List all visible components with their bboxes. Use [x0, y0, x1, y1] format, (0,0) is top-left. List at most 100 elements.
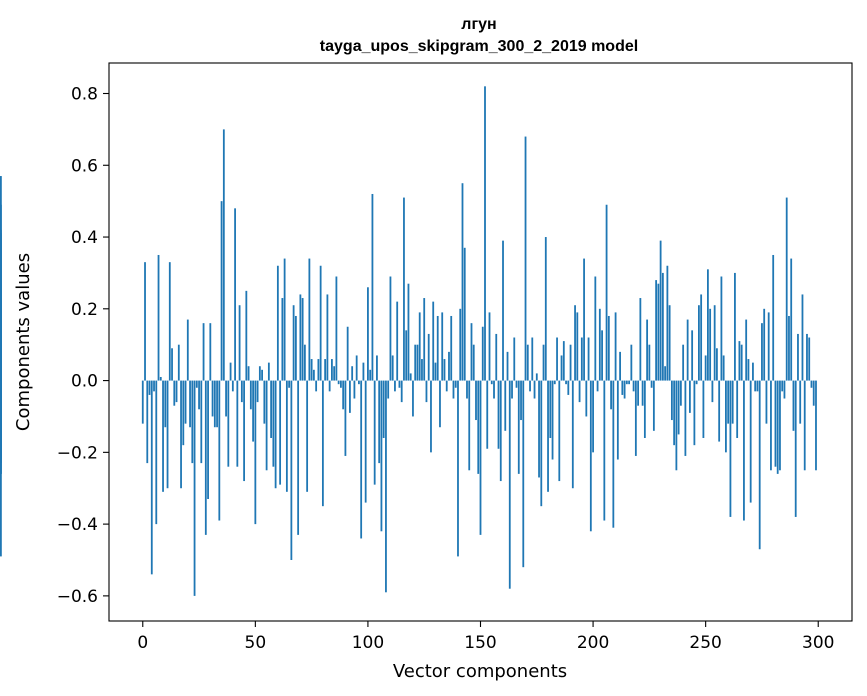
- y-tick-label: 0.0: [71, 372, 98, 392]
- bar: [700, 294, 703, 381]
- bar: [529, 380, 531, 392]
- bar: [385, 380, 387, 593]
- bar: [162, 380, 164, 492]
- y-tick-label: 0.4: [71, 228, 98, 248]
- bar: [612, 380, 615, 528]
- bar: [684, 380, 687, 456]
- bar: [493, 380, 495, 399]
- bar: [261, 369, 263, 381]
- bar: [698, 305, 700, 381]
- bar: [193, 380, 196, 596]
- bar: [623, 380, 626, 399]
- bar: [716, 348, 718, 381]
- bar: [666, 265, 669, 381]
- bar: [646, 319, 649, 381]
- bar: [189, 380, 191, 428]
- bar: [448, 351, 450, 381]
- bar: [686, 319, 689, 381]
- bar: [558, 380, 561, 482]
- bar: [360, 380, 363, 539]
- bar: [761, 323, 763, 381]
- bar: [598, 308, 601, 381]
- bar: [729, 380, 732, 517]
- bar: [306, 380, 309, 492]
- bar: [731, 380, 734, 424]
- bar: [216, 380, 218, 428]
- bar: [551, 380, 554, 460]
- bar: [652, 380, 655, 431]
- bar: [531, 337, 534, 381]
- bar: [213, 380, 216, 428]
- bar: [425, 380, 428, 403]
- bar: [0, 380, 2, 557]
- bar: [477, 380, 480, 474]
- bar: [315, 380, 318, 392]
- bar: [263, 380, 266, 424]
- bar: [387, 380, 390, 399]
- bar: [707, 269, 709, 381]
- bar: [641, 380, 644, 406]
- bar: [797, 333, 799, 381]
- bar: [704, 355, 707, 381]
- bar: [412, 380, 414, 417]
- bar: [252, 380, 254, 442]
- bar: [310, 359, 313, 381]
- bar: [180, 380, 182, 489]
- bar: [589, 380, 592, 532]
- bar: [342, 380, 345, 410]
- bar: [466, 380, 468, 399]
- bar: [409, 373, 412, 381]
- bar: [463, 247, 466, 381]
- bar: [785, 197, 788, 381]
- bar: [144, 262, 146, 381]
- bar: [373, 380, 376, 485]
- bar: [808, 337, 811, 381]
- bar: [767, 312, 770, 381]
- bar: [616, 380, 619, 460]
- bar: [276, 265, 279, 381]
- bar: [418, 312, 421, 381]
- chart-subtitle: tayga_upos_skipgram_300_2_2019 model: [320, 38, 638, 55]
- bar: [157, 254, 160, 381]
- bar: [517, 380, 520, 474]
- bar: [567, 380, 570, 395]
- bar: [331, 359, 333, 381]
- bar: [274, 380, 277, 489]
- bar: [745, 319, 748, 381]
- bar: [736, 380, 739, 438]
- bar: [765, 380, 768, 424]
- bar: [619, 351, 621, 381]
- bar: [432, 301, 435, 381]
- bar: [258, 366, 261, 381]
- bar: [238, 305, 241, 381]
- x-tick-label: 50: [245, 633, 267, 653]
- x-tick-label: 200: [577, 633, 609, 653]
- bar: [222, 129, 225, 381]
- bar: [668, 305, 671, 381]
- bar: [445, 380, 448, 392]
- bar: [506, 351, 509, 381]
- bar: [382, 380, 385, 438]
- bar: [403, 197, 405, 381]
- bar: [547, 380, 549, 492]
- bar: [621, 380, 624, 395]
- bar: [596, 380, 599, 392]
- bar: [679, 380, 682, 406]
- bar: [657, 283, 660, 381]
- bar: [281, 298, 284, 381]
- bar: [511, 380, 513, 399]
- bar: [475, 380, 477, 421]
- bar: [265, 380, 268, 471]
- y-tick-label: 0.2: [71, 300, 98, 320]
- bar: [702, 380, 705, 438]
- bar: [688, 380, 691, 413]
- bar: [355, 355, 358, 381]
- bar: [632, 380, 635, 392]
- bar: [580, 337, 583, 381]
- bar: [560, 355, 563, 381]
- bar: [141, 380, 144, 424]
- bar: [177, 344, 180, 381]
- bar: [337, 380, 340, 385]
- bar: [405, 330, 408, 381]
- bar: [164, 380, 167, 428]
